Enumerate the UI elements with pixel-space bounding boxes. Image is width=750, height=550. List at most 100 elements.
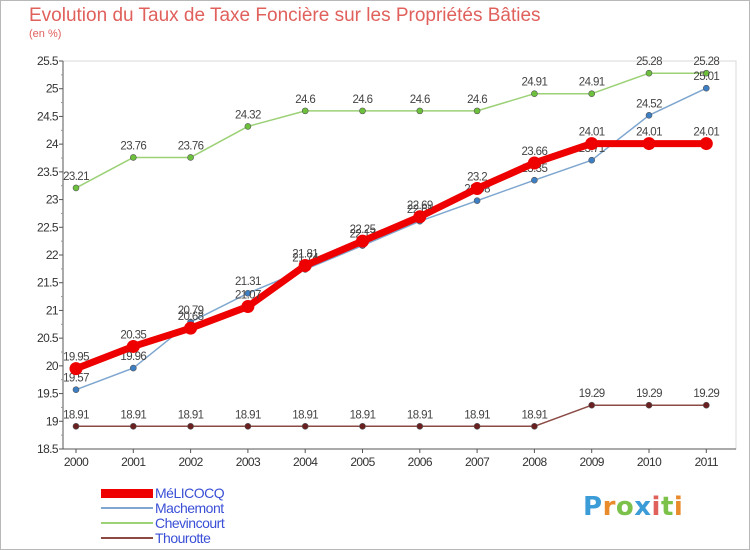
x-tick-label: 2000 [64, 455, 89, 469]
y-tick-label: 18.5 [37, 442, 59, 456]
legend-swatch [101, 507, 153, 509]
logo-letter: t [660, 492, 674, 522]
data-label: 25.01 [693, 71, 719, 83]
x-tick-label: 2003 [236, 455, 261, 469]
data-label: 22.25 [350, 224, 376, 236]
data-point [356, 234, 369, 248]
data-point [473, 107, 481, 115]
y-tick-label: 22.5 [37, 220, 59, 234]
y-tick-label: 23 [46, 193, 59, 207]
y-tick-label: 22 [46, 248, 59, 262]
data-label: 25.28 [693, 56, 719, 68]
data-point [244, 123, 252, 130]
data-label: 24.01 [636, 127, 662, 139]
data-point [527, 156, 541, 170]
data-label: 18.91 [178, 409, 204, 421]
data-point [645, 401, 653, 409]
data-point [588, 156, 596, 164]
legend: MéLICOCQ Machemont Chevincourt Thourotte [101, 485, 321, 546]
series-chevincourt: 23.21 23.76 23.76 24.32 24.6 24.6 24.6 24.6 24.9… [63, 56, 720, 192]
data-point [126, 339, 140, 353]
data-point [298, 259, 312, 273]
logo-letter: r [602, 492, 616, 522]
x-tick-label: 2007 [465, 455, 490, 469]
data-point [699, 137, 713, 151]
data-point [645, 69, 653, 77]
series-mélicocq: 19.95 20.35 20.68 21.07 21.81 22.25 22.69 23.2 2… [63, 127, 720, 376]
data-point [244, 289, 252, 297]
data-point [244, 422, 252, 430]
series-line [76, 404, 707, 428]
plot-area-border [62, 60, 737, 450]
data-point [301, 422, 309, 430]
data-label: 23.2 [467, 171, 487, 183]
data-point [241, 300, 255, 314]
data-point [416, 422, 424, 430]
legend-label: Machemont [155, 500, 224, 516]
data-label: 19.29 [693, 388, 719, 400]
data-label: 24.01 [693, 127, 719, 139]
data-label: 18.91 [63, 409, 89, 421]
data-label: 25.28 [636, 56, 662, 68]
legend-label: Chevincourt [155, 515, 225, 531]
data-label: 19.95 [63, 352, 89, 364]
data-label: 23.76 [178, 140, 204, 152]
data-point [187, 154, 194, 161]
data-point [72, 184, 80, 192]
data-label: 18.91 [292, 409, 318, 421]
y-tick-label: 23.5 [37, 165, 59, 179]
legend-swatch [101, 522, 153, 524]
data-point [184, 321, 198, 335]
logo-letter: i [673, 492, 684, 522]
data-label: 21.07 [235, 290, 261, 302]
data-label: 18.91 [350, 409, 376, 421]
data-label: 24.91 [522, 77, 548, 89]
data-label: 18.91 [120, 409, 146, 421]
series-line [74, 140, 707, 372]
x-tick-label: 2006 [408, 455, 433, 469]
y-tick-label: 24.5 [37, 109, 59, 123]
data-point [72, 422, 80, 430]
x-tick-label: 2011 [695, 455, 719, 469]
data-point [187, 422, 194, 430]
data-point [130, 422, 137, 430]
y-tick-label: 19.5 [37, 387, 59, 401]
data-point [642, 137, 656, 151]
data-label: 24.52 [636, 98, 662, 110]
data-point [359, 422, 366, 430]
logo-letter: i [651, 492, 661, 522]
y-tick-label: 20.5 [37, 331, 59, 345]
data-label: 21.31 [235, 276, 261, 288]
data-label: 24.6 [467, 94, 487, 106]
data-label: 24.6 [410, 94, 430, 106]
data-label: 18.91 [464, 409, 490, 421]
data-point [72, 386, 80, 393]
data-label: 22.69 [407, 200, 433, 212]
data-point [702, 401, 710, 409]
legend-item: MéLICOCQ [101, 485, 321, 501]
data-label: 18.91 [235, 409, 261, 421]
data-point [585, 137, 599, 151]
x-tick-label: 2008 [522, 455, 547, 469]
data-label: 24.32 [235, 109, 261, 121]
data-point [413, 210, 427, 224]
data-point [130, 364, 137, 372]
legend-label: Thourotte [155, 530, 211, 546]
data-point [69, 362, 83, 376]
x-tick-label: 2004 [293, 455, 318, 469]
logo-letter: o [615, 492, 635, 522]
data-point [473, 197, 481, 204]
legend-swatch [101, 489, 153, 498]
data-label: 20.35 [120, 329, 146, 341]
y-tick-label: 21 [46, 303, 59, 317]
data-label: 19.96 [120, 351, 146, 363]
data-point [645, 112, 653, 119]
y-tick-label: 19 [46, 414, 59, 428]
data-point [359, 107, 366, 115]
data-label: 20.79 [178, 305, 204, 317]
x-tick-label: 2005 [350, 455, 375, 469]
chart-title: Evolution du Taux de Taxe Foncière sur l… [29, 5, 541, 26]
data-point [588, 401, 596, 409]
data-label: 23.76 [120, 140, 146, 152]
